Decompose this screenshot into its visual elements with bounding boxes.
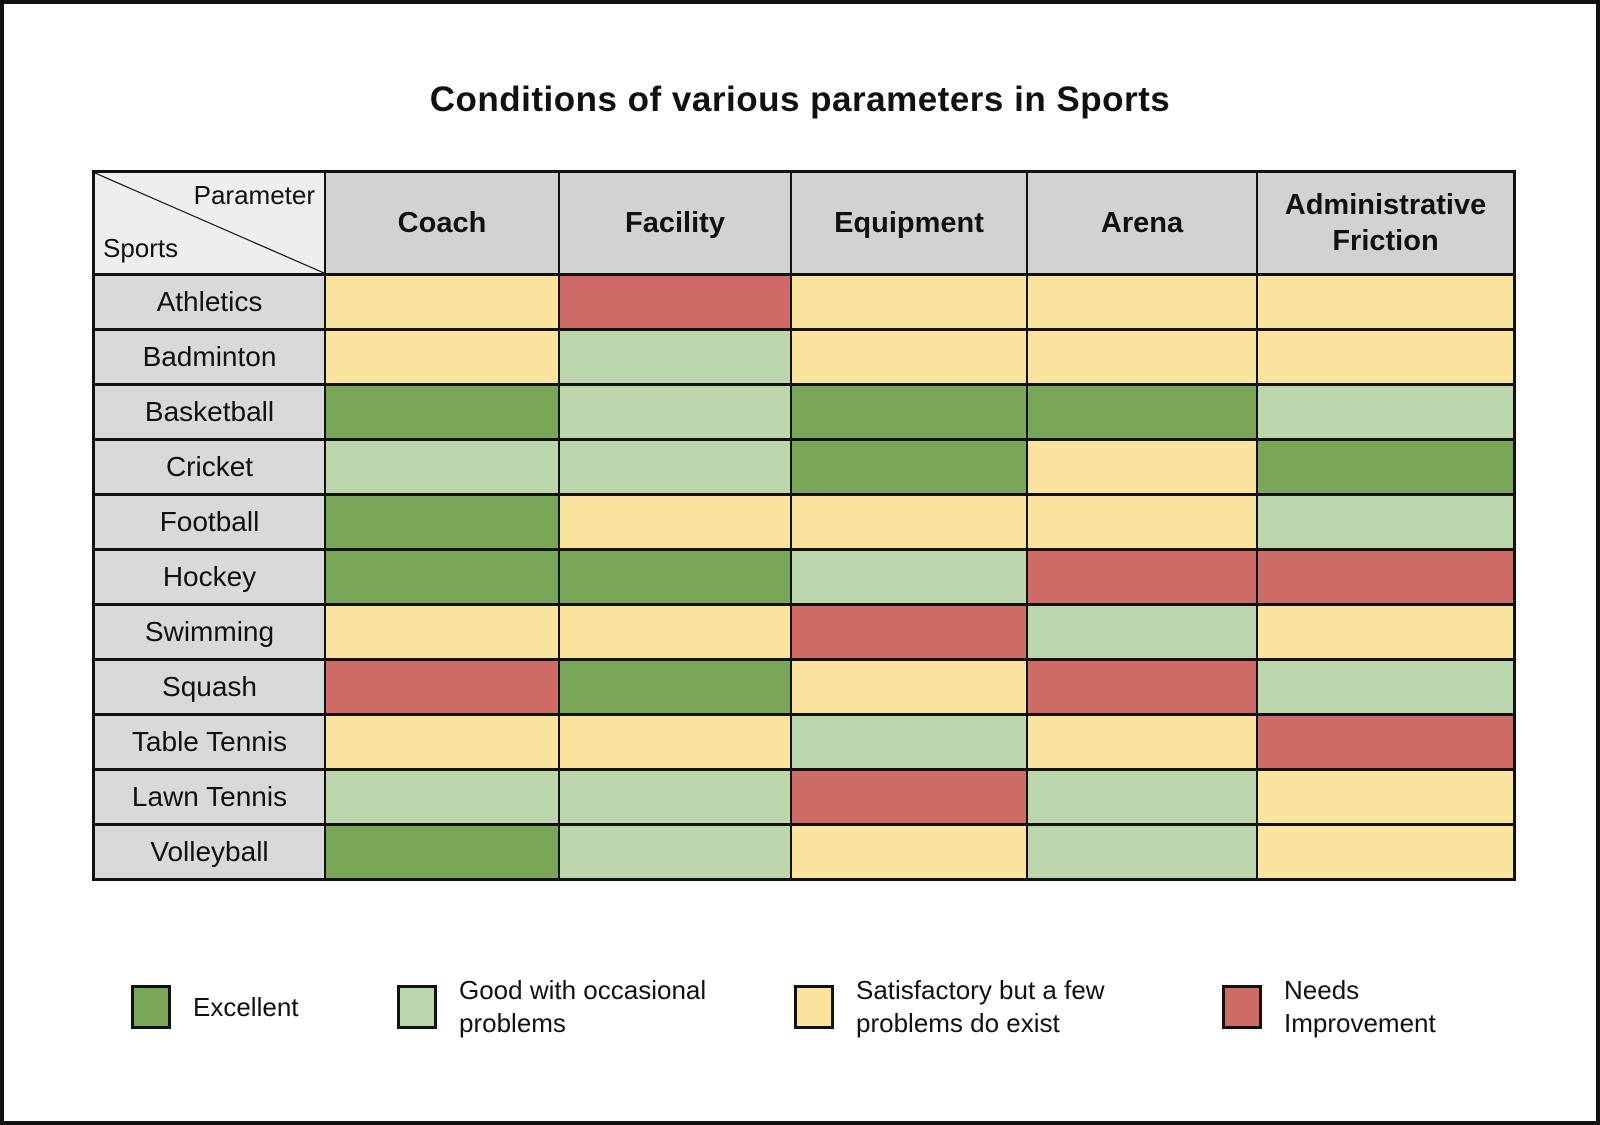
row-label-swimming: Swimming [95,606,324,658]
column-header-facility: Facility [560,173,790,273]
legend-label-satisfactory: Satisfactory but a few problems do exist [856,975,1105,1038]
row-label-basketball: Basketball [95,386,324,438]
cell-athletics-arena [1028,276,1256,328]
sports-parameters-table: Parameter Sports Coach Facility Equipment A… [92,170,1516,881]
cell-lawn-tennis-equipment [792,771,1026,823]
cell-badminton-coach [326,331,558,383]
cell-cricket-facility [560,441,790,493]
legend-label-excellent: Excellent [193,991,299,1022]
cell-cricket-administrative-friction [1258,441,1513,493]
legend-swatch-satisfactory [794,985,834,1029]
row-label-badminton: Badminton [95,331,324,383]
cell-football-equipment [792,496,1026,548]
cell-lawn-tennis-coach [326,771,558,823]
row-label-lawn-tennis: Lawn Tennis [95,771,324,823]
legend-item-excellent: Excellent [131,965,299,1049]
column-header-coach: Coach [326,173,558,273]
cell-volleyball-equipment [792,826,1026,878]
cell-table-tennis-arena [1028,716,1256,768]
cell-swimming-arena [1028,606,1256,658]
cell-badminton-facility [560,331,790,383]
diagonal-divider-line [95,173,324,273]
cell-squash-equipment [792,661,1026,713]
cell-hockey-facility [560,551,790,603]
legend-item-good: Good with occasional problems [397,965,706,1049]
cell-athletics-coach [326,276,558,328]
legend-label-good: Good with occasional problems [459,975,707,1038]
row-label-athletics: Athletics [95,276,324,328]
cell-volleyball-coach [326,826,558,878]
legend-item-needs-improvement: Needs Improvement [1222,965,1436,1049]
column-header-arena: Arena [1028,173,1256,273]
row-label-hockey: Hockey [95,551,324,603]
cell-squash-facility [560,661,790,713]
cell-table-tennis-coach [326,716,558,768]
cell-swimming-administrative-friction [1258,606,1513,658]
corner-cell: Parameter Sports [95,173,324,273]
cell-athletics-facility [560,276,790,328]
cell-squash-arena [1028,661,1256,713]
cell-hockey-equipment [792,551,1026,603]
cell-football-arena [1028,496,1256,548]
row-label-table-tennis: Table Tennis [95,716,324,768]
cell-football-coach [326,496,558,548]
cell-football-facility [560,496,790,548]
cell-squash-coach [326,661,558,713]
cell-table-tennis-facility [560,716,790,768]
cell-lawn-tennis-facility [560,771,790,823]
row-label-cricket: Cricket [95,441,324,493]
cell-football-administrative-friction [1258,496,1513,548]
cell-swimming-coach [326,606,558,658]
cell-basketball-arena [1028,386,1256,438]
cell-cricket-arena [1028,441,1256,493]
cell-swimming-equipment [792,606,1026,658]
cell-basketball-coach [326,386,558,438]
legend-swatch-excellent [131,985,171,1029]
cell-cricket-coach [326,441,558,493]
row-label-volleyball: Volleyball [95,826,324,878]
cell-hockey-administrative-friction [1258,551,1513,603]
cell-basketball-facility [560,386,790,438]
cell-volleyball-administrative-friction [1258,826,1513,878]
column-header-equipment: Equipment [792,173,1026,273]
row-label-squash: Squash [95,661,324,713]
cell-badminton-arena [1028,331,1256,383]
cell-badminton-equipment [792,331,1026,383]
cell-table-tennis-administrative-friction [1258,716,1513,768]
legend-swatch-needs-improvement [1222,985,1262,1029]
cell-lawn-tennis-administrative-friction [1258,771,1513,823]
cell-basketball-administrative-friction [1258,386,1513,438]
corner-sports-label: Sports [103,233,179,263]
column-header-administrative-friction: Administrative Friction [1258,173,1513,273]
cell-cricket-equipment [792,441,1026,493]
legend-label-needs-improvement: Needs Improvement [1284,975,1436,1038]
cell-volleyball-facility [560,826,790,878]
legend-swatch-good [397,985,437,1029]
cell-athletics-administrative-friction [1258,276,1513,328]
row-label-football: Football [95,496,324,548]
cell-squash-administrative-friction [1258,661,1513,713]
page-title: Conditions of various parameters in Spor… [429,80,1171,119]
cell-hockey-coach [326,551,558,603]
corner-parameter-label: Parameter [193,180,315,210]
cell-table-tennis-equipment [792,716,1026,768]
cell-badminton-administrative-friction [1258,331,1513,383]
cell-athletics-equipment [792,276,1026,328]
legend-item-satisfactory: Satisfactory but a few problems do exist [794,965,1105,1049]
cell-basketball-equipment [792,386,1026,438]
cell-swimming-facility [560,606,790,658]
cell-hockey-arena [1028,551,1256,603]
cell-volleyball-arena [1028,826,1256,878]
cell-lawn-tennis-arena [1028,771,1256,823]
